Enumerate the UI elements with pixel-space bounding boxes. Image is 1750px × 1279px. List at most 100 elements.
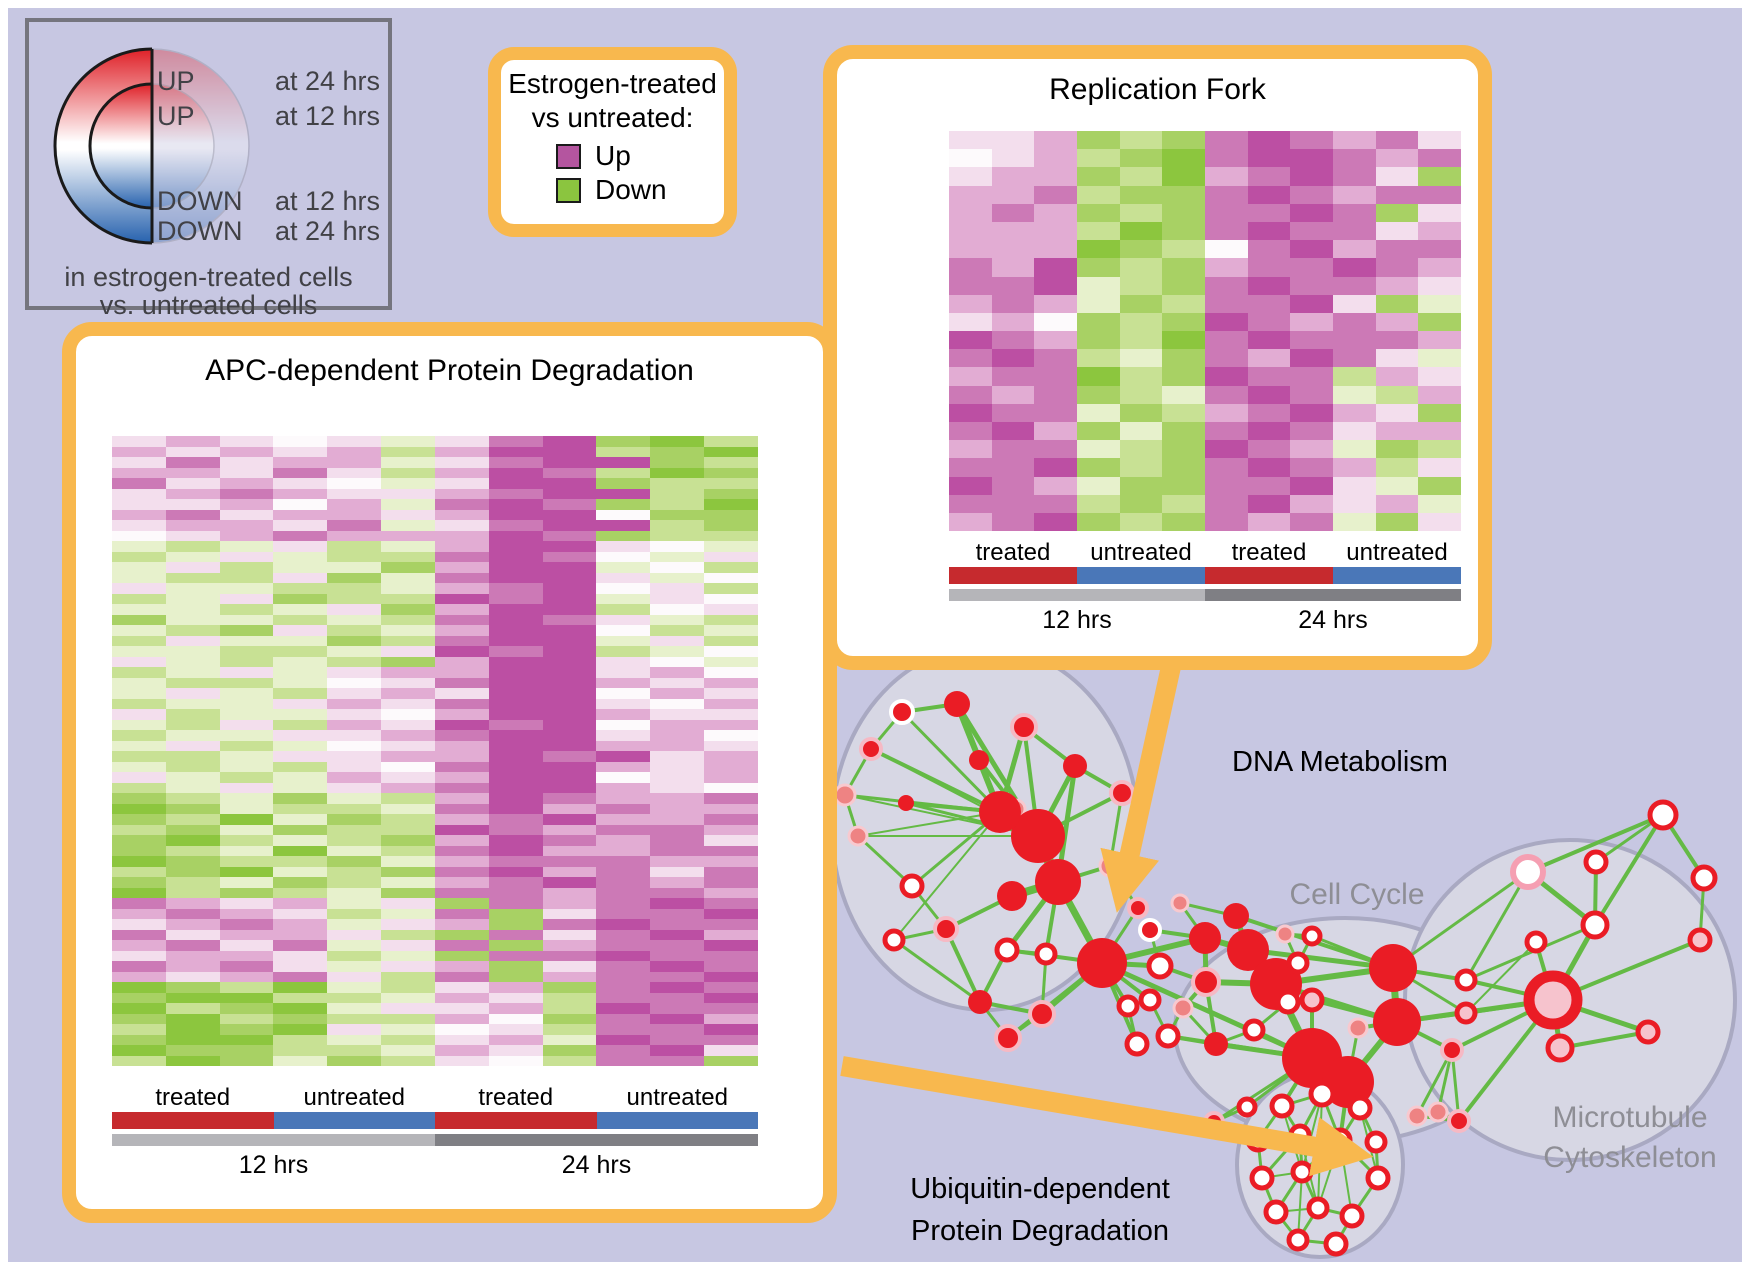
heatmap-row <box>112 572 758 583</box>
heatmap-row <box>112 614 758 625</box>
ring-label-down-outer: DOWN <box>157 216 243 246</box>
heatmap-row <box>949 422 1462 441</box>
heatmap-row <box>112 772 758 783</box>
apc-time-bars <box>112 1134 758 1146</box>
heatmap-row <box>112 814 758 825</box>
heatmap-row <box>112 803 758 814</box>
time-bar-24 <box>435 1134 758 1146</box>
heatmap-row <box>112 467 758 478</box>
rf-group-treated-24: treated <box>1231 539 1307 566</box>
heatmap-row <box>112 971 758 982</box>
heatmap-row <box>949 403 1462 422</box>
rf-time-labels: 12 hrs 24 hrs <box>949 606 1461 635</box>
treated-bar <box>949 567 1077 584</box>
heatmap-row <box>112 1024 758 1035</box>
heatmap-row <box>112 950 758 961</box>
cell-cycle-label: Cell Cycle <box>1289 878 1425 911</box>
heatmap-row <box>112 677 758 688</box>
legend-item-down: Down <box>556 174 667 206</box>
dna-metabolism-label: DNA Metabolism <box>1232 746 1448 778</box>
ring-time-24-bottom: at 24 hrs <box>274 216 380 246</box>
time-bar-12 <box>112 1134 435 1146</box>
heatmap-row <box>949 240 1462 259</box>
heatmap-row <box>112 982 758 993</box>
ring-time-12-inner: at 12 hrs <box>274 101 380 131</box>
heatmap-row <box>949 149 1462 168</box>
heatmap-row <box>112 541 758 552</box>
heatmap-row <box>112 646 758 657</box>
apc-time-24hrs: 24 hrs <box>561 1151 632 1179</box>
ubiquitin-label: Ubiquitin-dependent Protein Degradation <box>880 1168 1200 1252</box>
heatmap-row <box>112 1003 758 1014</box>
heatmap-row <box>112 1013 758 1024</box>
heatmap-row <box>112 961 758 972</box>
heatmap-row <box>949 458 1462 477</box>
apc-group-labels: treated untreated treated untreated <box>112 1084 758 1112</box>
rf-group-treated-12: treated <box>975 539 1051 566</box>
ring-footer-line1: in estrogen-treated cells <box>64 262 353 292</box>
apc-time-12hrs: 12 hrs <box>238 1151 309 1179</box>
heatmap-row <box>112 1055 758 1066</box>
ring-label-up-inner: UP <box>157 101 195 131</box>
time-bar-24 <box>1205 589 1461 601</box>
time-bar-12 <box>949 589 1205 601</box>
untreated-bar <box>1333 567 1461 584</box>
heatmap-row <box>112 793 758 804</box>
heatmap-row <box>112 1034 758 1045</box>
heatmap-row <box>112 929 758 940</box>
rf-grid <box>949 131 1462 532</box>
estrogen-legend-title-line1: Estrogen-treated <box>508 68 717 99</box>
heatmap-row <box>112 635 758 646</box>
up-color-swatch <box>556 143 581 169</box>
down-color-swatch <box>556 177 581 203</box>
untreated-bar <box>596 1112 758 1129</box>
heatmap-row <box>949 167 1462 186</box>
rf-time-12hrs: 12 hrs <box>1042 606 1112 634</box>
ring-footer-line2: vs. untreated cells <box>99 290 318 320</box>
heatmap-row <box>949 312 1462 332</box>
rf-time-bars <box>949 589 1461 601</box>
rf-group-untreated-12: untreated <box>1090 539 1192 566</box>
heatmap-row <box>112 919 758 930</box>
estrogen-legend-title-line2: vs untreated: <box>531 102 694 133</box>
treated-bar <box>435 1112 597 1129</box>
apc-heatmap-panel: APC-dependent Protein Degradation treate… <box>62 322 837 1223</box>
heatmap-row <box>112 478 758 489</box>
heatmap-row <box>949 131 1462 150</box>
heatmap-row <box>949 494 1462 513</box>
heatmap-row <box>112 719 758 730</box>
heatmap-row <box>949 203 1462 222</box>
heatmap-row <box>112 709 758 720</box>
ring-legend-box: UP at 24 hrs UP at 12 hrs DOWN at 12 hrs… <box>25 18 392 320</box>
heatmap-row <box>949 476 1462 495</box>
heatmap-row <box>112 530 758 541</box>
estrogen-legend-box: Estrogen-treated vs untreated: Up Down <box>488 47 737 237</box>
heatmap-row <box>112 551 758 562</box>
heatmap-row <box>112 583 758 594</box>
legend-item-up: Up <box>556 140 631 172</box>
heatmap-row <box>949 385 1462 404</box>
apc-time-labels: 12 hrs 24 hrs <box>112 1151 758 1180</box>
ubiquitin-label-line2: Protein Degradation <box>911 1215 1169 1247</box>
microtubule-label: Microtubule Cytoskeleton <box>1500 1098 1750 1178</box>
heatmap-row <box>112 1045 758 1056</box>
ring-saturated-half <box>53 47 152 245</box>
apc-condition-bars <box>112 1112 758 1129</box>
heatmap-row <box>112 992 758 1003</box>
microtubule-label-line1: Microtubule <box>1552 1101 1708 1134</box>
microtubule-label-line2: Cytoskeleton <box>1543 1141 1717 1174</box>
heatmap-row <box>112 782 758 793</box>
heatmap-row <box>112 887 758 898</box>
heatmap-row <box>112 908 758 919</box>
heatmap-row <box>949 367 1462 386</box>
apc-group-treated-12: treated <box>155 1084 231 1111</box>
heatmap-row <box>949 512 1462 532</box>
ubiquitin-label-line1: Ubiquitin-dependent <box>910 1173 1170 1205</box>
heatmap-row <box>112 457 758 468</box>
heatmap-row <box>949 440 1462 459</box>
rf-group-untreated-24: untreated <box>1346 539 1448 566</box>
rf-time-24hrs: 24 hrs <box>1298 606 1368 634</box>
treated-bar <box>112 1112 274 1129</box>
heatmap-row <box>112 698 758 709</box>
